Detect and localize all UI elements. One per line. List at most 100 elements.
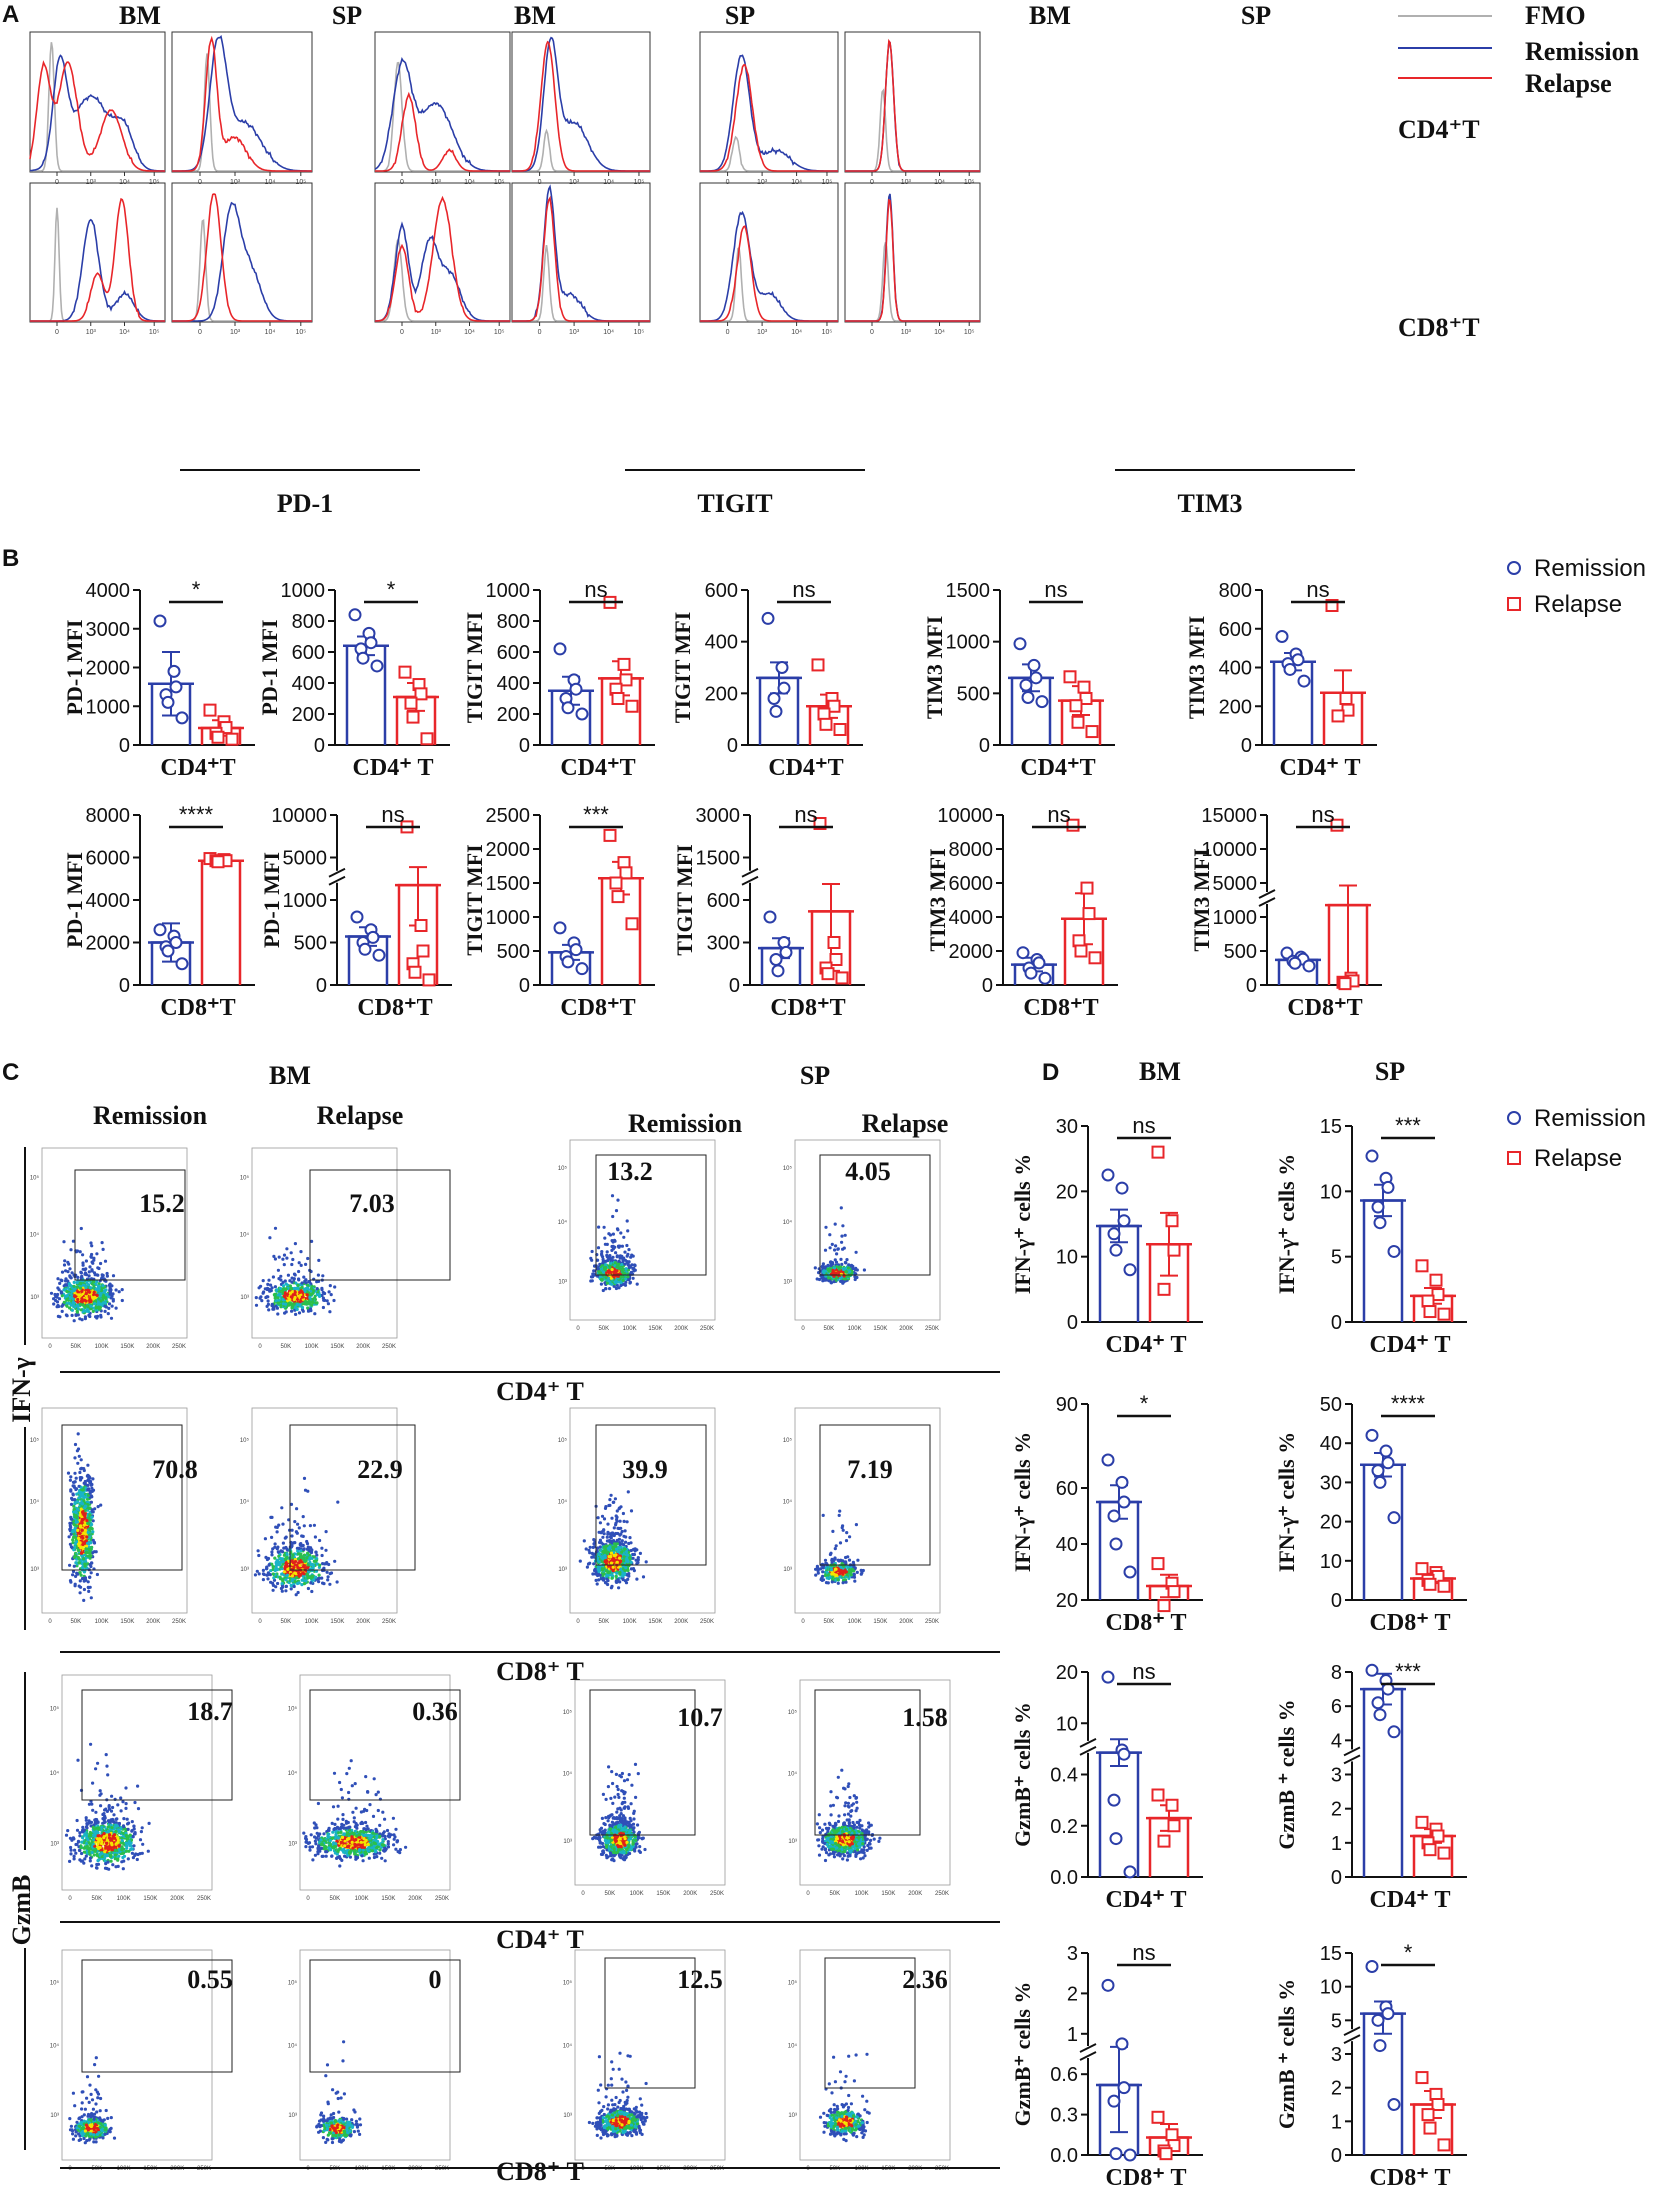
y-tick-label: 0 [314,735,325,757]
event-dot [297,1574,301,1578]
event-dot [625,1243,629,1248]
event-dot [261,1279,265,1283]
gate-percentage: 70.8 [152,1455,198,1484]
y-tick-label: 2000 [86,658,131,680]
gate-percentage: 7.03 [349,1189,395,1218]
event-dot [107,1302,112,1306]
data-point-remission [1123,2148,1137,2162]
data-point-remission [1387,1244,1401,1258]
gate-percentage: 22.9 [357,1455,403,1484]
event-dot [76,1290,80,1294]
data-point-remission [175,711,189,725]
significance-label: ns [1044,577,1067,602]
event-dot [65,1289,69,1294]
event-dot [79,1308,83,1312]
event-dot [71,1484,75,1488]
event-dot [281,1289,285,1293]
event-dot [626,1490,630,1494]
event-dot [289,1587,293,1591]
event-dot [114,1288,118,1292]
event-dot [56,1277,60,1281]
bar-remission [1275,946,1321,985]
y-tick-label: 10 [1056,1713,1078,1735]
data-point-remission [364,636,378,650]
event-dot [120,1288,124,1292]
event-dot [77,1496,81,1500]
event-dot [87,1542,91,1546]
bar-remission [1360,1959,1406,2155]
event-dot [101,1284,105,1288]
event-dot [110,1304,114,1308]
event-dot [296,1566,300,1570]
significance-label: ns [794,802,817,827]
y-axis-title: TIM3 MFI [1189,848,1214,951]
event-dot [614,1251,618,1255]
event-dot [316,1273,320,1277]
y-tick-label: 1000 [486,580,531,602]
data-point-relapse [414,919,428,932]
event-dot [320,1576,324,1580]
y-tick-label: 10³ [240,1295,249,1301]
event-dot [605,1250,609,1254]
event-dot [328,1284,332,1288]
event-dot [278,1575,282,1579]
legend-panel-b: Remission Relapse [1507,555,1646,618]
event-dot [601,1261,605,1265]
relapse-curve [512,40,650,172]
x-tick-label: 0 [48,1619,52,1625]
y-tick-label: 0 [1331,2145,1342,2167]
y-tick-label: 40 [1320,1433,1342,1455]
event-dot [623,1283,628,1287]
event-dot [315,1301,319,1305]
event-dot [95,1572,99,1577]
y-tick-label: 10⁵ [30,1437,40,1444]
x-tick-label: 200K [146,1619,160,1625]
event-dot [290,1574,294,1578]
event-dot [623,1258,628,1262]
y-tick-label: 1500 [696,848,741,870]
data-point-relapse [1437,2138,1451,2152]
event-dot [602,1517,607,1521]
event-dot [620,1539,624,1543]
event-dot [297,1269,301,1274]
event-dot [285,1247,289,1251]
significance-label: * [192,577,201,602]
x-axis-title: CD8⁺ T [1106,2165,1187,2185]
event-dot [290,1542,294,1546]
event-dot [271,1572,275,1576]
data-point-remission [1283,662,1297,676]
y-tick-label: 400 [497,673,530,695]
event-dot [55,1305,59,1309]
event-dot [296,1581,300,1586]
x-tick-label: 150K [120,1619,134,1625]
y-tick-label: 10000 [1201,839,1257,861]
data-point-relapse [1157,1834,1171,1848]
histogram-cd4-3: 0 10³ 10⁴ 10⁵ [511,31,651,186]
event-dot [79,1270,83,1274]
event-dot [305,1539,309,1544]
event-dot [290,1280,294,1284]
y-tick-label: 0 [1241,735,1252,757]
event-dot [302,1476,307,1480]
relapse-curve [29,60,165,172]
bar-remission [1360,1149,1406,1322]
y-tick-label: 3 [1331,2044,1342,2066]
histogram-frame [29,31,166,173]
event-dot [274,1525,278,1529]
event-dot [836,1247,840,1251]
event-dot [309,1581,313,1585]
event-dot [600,1250,604,1254]
y-tick-label: 1000 [946,632,991,654]
data-point-relapse [203,703,217,717]
event-dot [815,1277,819,1281]
y-tick-label: 0 [727,735,738,757]
event-dot [839,1257,843,1261]
event-dot [66,1279,70,1283]
event-dot [75,1500,79,1504]
event-dot [268,1236,272,1240]
x-axis-title: CD4⁺ T [353,755,434,781]
event-dot [97,1301,101,1306]
